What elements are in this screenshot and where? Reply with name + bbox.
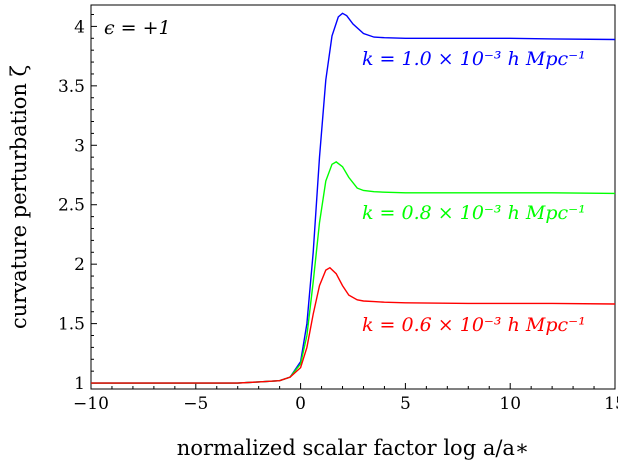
series-line-1 <box>91 161 616 384</box>
y-tick-label: 4 <box>74 17 85 37</box>
series-label-k-0-8: k = 0.8 × 10⁻³ h Mpc⁻¹ <box>362 202 586 224</box>
x-tick-label: 10 <box>499 394 521 414</box>
y-tick-label: 2.5 <box>58 196 85 216</box>
ticks: −10 −5 0 5 10 15 1 1.5 2 2.5 3 3.5 4 <box>58 14 618 414</box>
y-axis-label: curvature perturbation ζ <box>7 65 31 329</box>
x-tick-label: −10 <box>73 394 109 414</box>
epsilon-annotation: ϵ = +1 <box>104 17 171 39</box>
x-tick-label: 15 <box>604 394 618 414</box>
plot-frame <box>90 4 616 390</box>
x-tick-label: 5 <box>400 394 411 414</box>
y-tick-label: 1 <box>74 374 85 394</box>
series-line-2 <box>91 266 616 384</box>
y-tick-label: 3 <box>74 136 85 156</box>
y-tick-label: 3.5 <box>58 77 85 97</box>
x-tick-label: 0 <box>295 394 306 414</box>
series-label-k-1-0: k = 1.0 × 10⁻³ h Mpc⁻¹ <box>362 48 586 70</box>
y-tick-label: 2 <box>74 255 85 275</box>
series-label-k-0-6: k = 0.6 × 10⁻³ h Mpc⁻¹ <box>362 314 586 336</box>
x-axis-label: normalized scalar factor log a/a∗ <box>177 436 529 460</box>
y-tick-label: 1.5 <box>58 315 85 335</box>
x-tick-label: −5 <box>183 394 208 414</box>
curves <box>91 12 616 384</box>
